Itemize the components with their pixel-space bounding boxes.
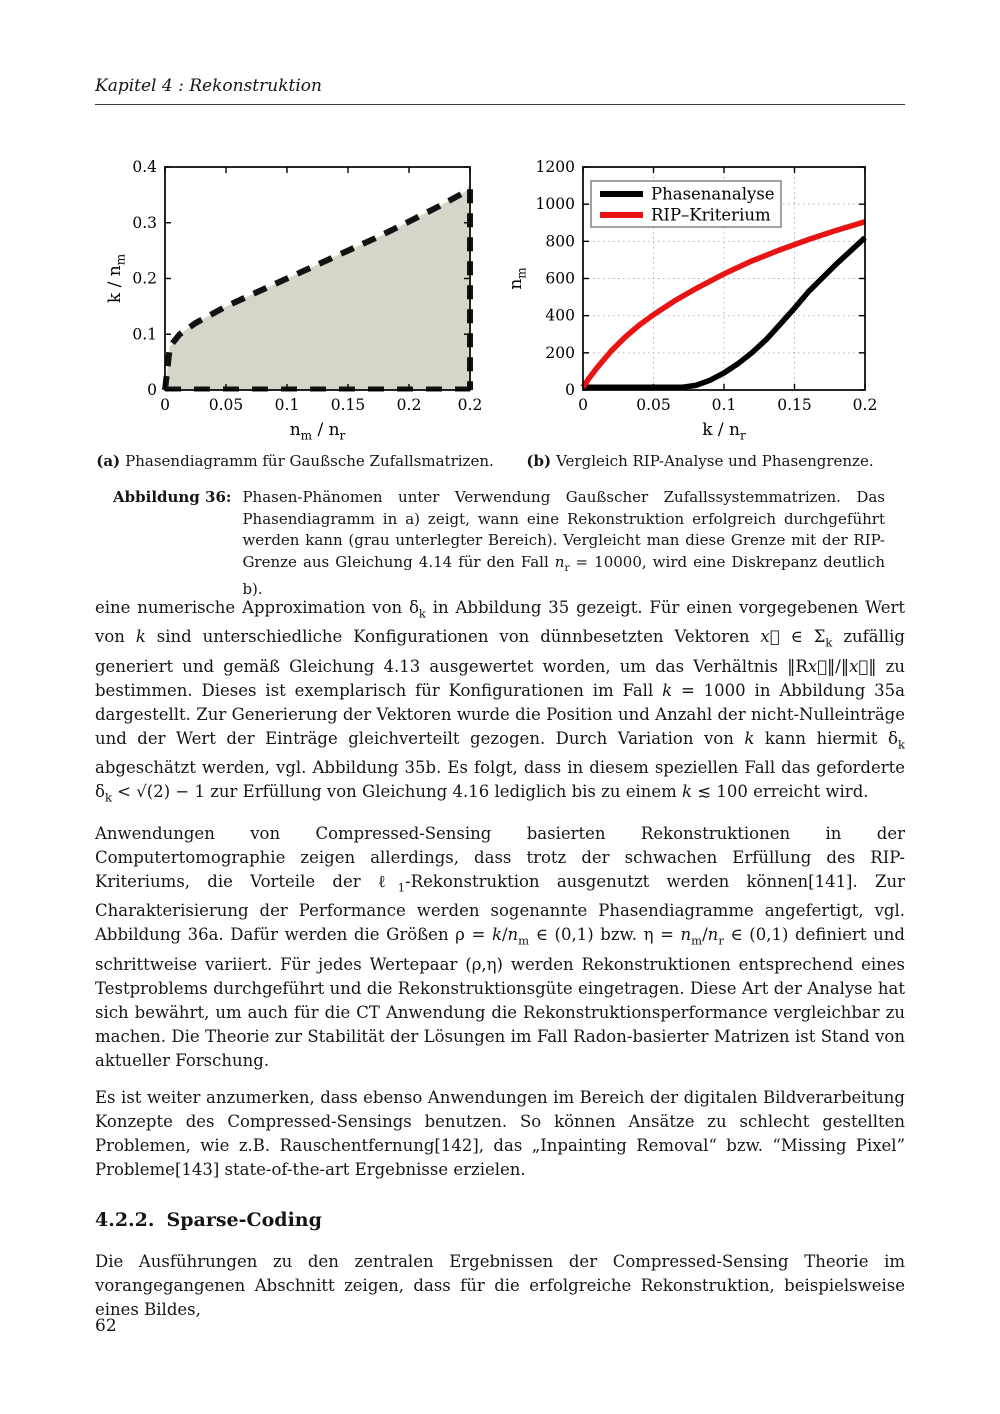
paragraph-1: eine numerische Approximation von δk in … bbox=[95, 598, 905, 805]
page-number: 62 bbox=[95, 1316, 117, 1336]
figure-caption: Abbildung 36: Phasen-Phänomen unter Verw… bbox=[113, 487, 885, 601]
phase-diagram-chart: 0 0.05 0.1 0.15 0.2 0.2 0 0.1 0.2 0.3 0.4 nm / nr k … bbox=[105, 158, 483, 443]
svg-text:1200: 1200 bbox=[536, 158, 575, 176]
paragraph-4: Die Ausführungen zu den zentralen Ergebn… bbox=[95, 1251, 905, 1319]
svg-text:0.05: 0.05 bbox=[636, 396, 671, 414]
svg-text:Phasenanalyse: Phasenanalyse bbox=[651, 185, 775, 204]
svg-text:k / nr: k / nr bbox=[702, 420, 746, 443]
subcaption-a-label: (a) bbox=[96, 452, 121, 470]
svg-text:0.1: 0.1 bbox=[712, 396, 737, 414]
svg-text:0.2: 0.2 bbox=[397, 396, 422, 414]
svg-text:600: 600 bbox=[545, 270, 575, 288]
section-title: Sparse-Coding bbox=[166, 1208, 322, 1231]
paragraph-3: Es ist weiter anzumerken, dass ebenso An… bbox=[95, 1087, 905, 1179]
svg-text:k / nm: k / nm bbox=[105, 253, 128, 303]
body-text: eine numerische Approximation von δk in … bbox=[95, 596, 905, 1335]
svg-text:0.2: 0.2 bbox=[132, 270, 157, 288]
svg-text:0.4: 0.4 bbox=[132, 158, 157, 176]
subcaption-b: (b) Vergleich RIP-Analyse und Phasengrenz… bbox=[495, 452, 905, 470]
figure-36: 0 0.05 0.1 0.15 0.2 0.2 0 0.1 0.2 0.3 0.4 nm / nr k … bbox=[95, 151, 905, 598]
svg-text:0.1: 0.1 bbox=[275, 396, 300, 414]
subcaption-b-label: (b) bbox=[526, 452, 552, 470]
section-number: 4.2.2. bbox=[95, 1208, 155, 1231]
svg-text:800: 800 bbox=[545, 232, 575, 250]
subcaption-b-text: Vergleich RIP-Analyse und Phasengrenze. bbox=[556, 452, 874, 470]
rip-comparison-chart: 0 0.05 0.1 0.15 0.2 0 200 400 600 800 1000 1200 k / … bbox=[506, 158, 878, 443]
figure-caption-label: Abbildung 36: bbox=[113, 488, 232, 506]
svg-text:RIP–Kriterium: RIP–Kriterium bbox=[651, 206, 771, 225]
svg-text:0: 0 bbox=[578, 396, 588, 414]
paragraph-2: Anwendungen von Compressed-Sensing basie… bbox=[95, 824, 905, 1070]
chapter-header: Kapitel 4 : Rekonstruktion bbox=[95, 76, 905, 105]
subcaption-a-text: Phasendiagramm für Gaußsche Zufallsmatri… bbox=[125, 452, 494, 470]
svg-text:0: 0 bbox=[160, 396, 170, 414]
svg-text:nm / nr: nm / nr bbox=[290, 420, 346, 443]
figure-caption-text: Phasen-Phänomen unter Verwendung Gaußsch… bbox=[242, 488, 886, 598]
svg-text:nm: nm bbox=[506, 267, 529, 290]
svg-text:200: 200 bbox=[545, 344, 575, 362]
subcaption-a: (a) Phasendiagramm für Gaußsche Zufallsma… bbox=[95, 452, 495, 470]
svg-text:0.3: 0.3 bbox=[132, 214, 157, 232]
svg-text:0.05: 0.05 bbox=[209, 396, 244, 414]
subcaption-row: (a) Phasendiagramm für Gaußsche Zufallsma… bbox=[95, 452, 905, 470]
chapter-header-title: Kapitel 4 : Rekonstruktion bbox=[95, 76, 322, 96]
svg-text:0: 0 bbox=[565, 381, 575, 399]
svg-text:1000: 1000 bbox=[536, 195, 575, 213]
svg-text:0.2: 0.2 bbox=[853, 396, 878, 414]
svg-text:0.2: 0.2 bbox=[458, 396, 483, 414]
svg-text:0.1: 0.1 bbox=[132, 325, 157, 343]
svg-text:0.15: 0.15 bbox=[777, 396, 812, 414]
section-heading: 4.2.2. Sparse-Coding bbox=[95, 1208, 905, 1232]
svg-text:0: 0 bbox=[147, 381, 157, 399]
svg-text:0.15: 0.15 bbox=[331, 396, 366, 414]
svg-text:400: 400 bbox=[545, 307, 575, 325]
